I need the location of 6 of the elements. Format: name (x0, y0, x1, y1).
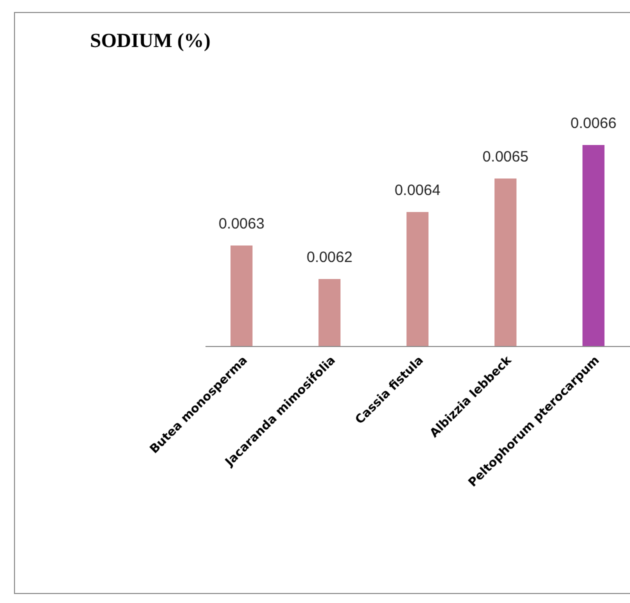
data-label: 0.0062 (306, 249, 352, 266)
data-label: 0.0065 (482, 148, 528, 166)
data-label: 0.0066 (570, 115, 616, 132)
data-label: 0.0063 (218, 216, 264, 232)
data-label: 0.0064 (394, 182, 440, 199)
chart-title: SODIUM (%) (90, 30, 211, 52)
